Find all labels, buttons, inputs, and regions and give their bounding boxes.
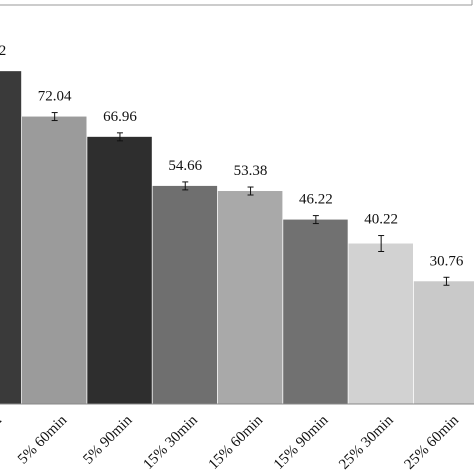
x-tick-label: 15% 30min: [140, 412, 201, 473]
x-tick-label: 15% 60min: [206, 412, 267, 473]
x-tick-label: 5% 30min: [0, 412, 5, 468]
value-label: 46.22: [299, 192, 333, 208]
bar: [22, 116, 87, 405]
value-label: 53.38: [234, 163, 268, 179]
x-tick-label: 25% 60min: [402, 412, 463, 473]
bar: [348, 243, 413, 404]
bar: [0, 71, 22, 404]
bar: [217, 191, 283, 404]
value-label: 66.96: [103, 109, 137, 125]
x-tick-label: 25% 30min: [336, 412, 397, 473]
value-label: 40.22: [364, 212, 398, 228]
bar: [87, 136, 152, 405]
x-tick-label: 15% 90min: [271, 412, 332, 473]
value-label: 83.42: [0, 43, 6, 59]
value-label: 54.66: [168, 158, 202, 174]
bar: [283, 219, 348, 404]
bar: [152, 185, 218, 404]
bar: [413, 281, 474, 404]
value-label: 30.76: [430, 253, 464, 269]
value-label: 72.04: [38, 89, 72, 105]
x-tick-label: 5% 90min: [80, 412, 136, 468]
x-tick-label: 5% 60min: [15, 412, 71, 468]
